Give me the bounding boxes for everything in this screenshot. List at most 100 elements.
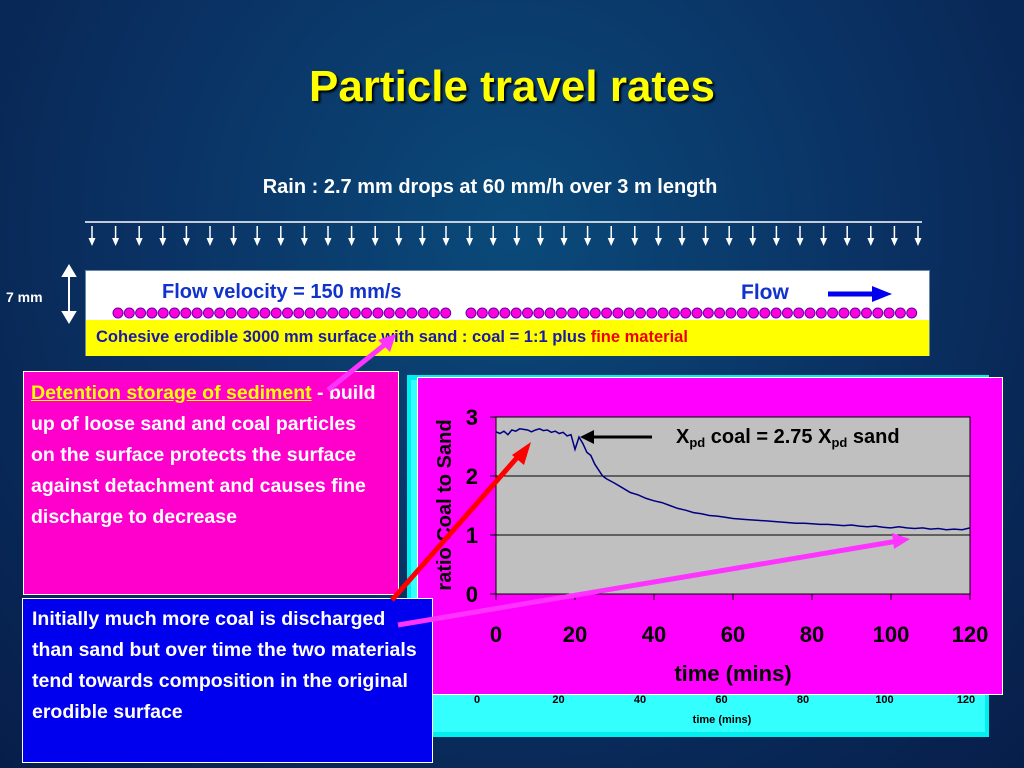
particle-icon	[270, 307, 282, 319]
background-x-tick-label: 0	[474, 694, 480, 706]
y-tick-label: 2	[466, 464, 478, 489]
rain-drop-arrow-icon	[796, 226, 804, 246]
particle-icon	[465, 307, 477, 319]
particle-icon	[112, 307, 124, 319]
particle-icon	[872, 307, 884, 319]
particle-icon	[601, 307, 613, 319]
flow-velocity-label: Flow velocity = 150 mm/s	[162, 281, 402, 303]
slide-title: Particle travel rates	[308, 62, 716, 111]
y-tick-label: 1	[466, 523, 478, 548]
rain-drop-arrow-icon	[324, 226, 332, 246]
particle-icon	[612, 307, 624, 319]
detention-body: - build up of loose sand and coal partic…	[31, 382, 376, 528]
detention-storage-box	[23, 371, 399, 595]
x-tick-label: 20	[563, 622, 587, 647]
flow-label: Flow	[741, 281, 789, 304]
particle-icon	[635, 307, 646, 319]
particle-icon	[214, 307, 226, 319]
particle-icon	[361, 307, 373, 319]
rain-drop-arrow-icon	[466, 226, 474, 246]
x-axis-label: time (mins)	[674, 661, 791, 686]
rain-drop-arrow-icon	[371, 226, 379, 246]
particle-icon	[225, 307, 237, 319]
particle-icon	[180, 307, 192, 319]
particle-icon	[383, 307, 395, 319]
series-line	[495, 428, 971, 531]
red-arrow-icon	[390, 442, 531, 602]
rain-drop-arrow-icon	[159, 226, 167, 246]
background-x-tick-label: 60	[715, 694, 727, 706]
rain-drop-arrow-icon	[277, 226, 285, 246]
rain-drop-arrow-icon	[230, 226, 238, 246]
particle-icon	[440, 307, 452, 319]
particle-icon	[906, 307, 918, 319]
rain-drop-arrow-icon	[820, 226, 828, 246]
particle-icon	[680, 307, 692, 319]
surface-text: Cohesive erodible 3000 mm surface with s…	[96, 328, 591, 346]
composition-note-text: Initially much more coal is discharged t…	[32, 608, 417, 723]
particle-icon	[759, 307, 771, 319]
flow-arrow-icon	[828, 286, 892, 302]
particle-icon	[894, 307, 906, 319]
particle-icon	[236, 307, 248, 319]
rain-drop-arrow-icon	[135, 226, 143, 246]
plot-area	[495, 416, 971, 595]
rain-drop-arrow-icon	[182, 226, 190, 246]
x-tick-label: 0	[490, 622, 502, 647]
rain-drop-arrow-icon	[749, 226, 757, 246]
particle-icon	[293, 307, 305, 319]
y-tick-label: 0	[466, 582, 478, 607]
x-tick-label: 100	[873, 622, 910, 647]
particle-icon	[691, 307, 703, 319]
depth-label: 7 mm	[6, 289, 43, 305]
rain-drop-arrow-icon	[772, 226, 780, 246]
rain-drop-arrow-icon	[678, 226, 686, 246]
particle-icon	[282, 307, 293, 319]
particle-icon	[804, 307, 816, 319]
particle-icon	[248, 307, 260, 319]
particle-icon	[567, 307, 579, 319]
surface-label: Cohesive erodible 3000 mm surface with s…	[96, 328, 688, 347]
particle-icon	[372, 307, 384, 319]
x-tick-label: 120	[952, 622, 989, 647]
particle-icon	[736, 307, 748, 319]
rain-drop-arrow-icon	[890, 226, 898, 246]
rain-drop-arrow-icon	[631, 226, 639, 246]
particle-icon	[770, 307, 782, 319]
particle-icon	[123, 307, 135, 319]
erodible-surface	[86, 320, 929, 356]
rain-drop-arrow-icon	[88, 226, 96, 246]
background-x-axis-label: time (mins)	[693, 714, 752, 726]
particle-icon	[623, 307, 635, 319]
particle-icon	[748, 307, 759, 319]
particle-icon	[146, 307, 158, 319]
depth-bracket-icon	[61, 264, 77, 324]
particle-icon	[668, 307, 680, 319]
particle-icon	[406, 307, 418, 319]
rain-drop-arrow-icon	[843, 226, 851, 246]
sediment-particles	[112, 307, 918, 319]
rain-drop-arrow-icon	[867, 226, 875, 246]
particle-icon	[578, 307, 590, 319]
magenta-arrow-to-surface-icon	[326, 334, 396, 392]
particle-icon	[522, 307, 533, 319]
rain-drop-arrow-icon	[489, 226, 497, 246]
background-x-tick-label: 80	[797, 694, 809, 706]
rain-drop-arrow-icon	[513, 226, 521, 246]
particle-icon	[725, 307, 737, 319]
rain-drop-arrow-icon	[702, 226, 710, 246]
detention-storage-text: Detention storage of sediment - build up…	[31, 378, 383, 533]
rain-drop-arrow-icon	[560, 226, 568, 246]
particle-icon	[861, 307, 872, 319]
particle-icon	[191, 307, 203, 319]
particle-icon	[849, 307, 861, 319]
fine-material-label: fine material	[590, 328, 688, 346]
particle-icon	[793, 307, 805, 319]
rain-drop-arrow-icon	[442, 226, 450, 246]
particle-icon	[555, 307, 567, 319]
x-tick-label: 40	[642, 622, 666, 647]
detention-heading: Detention storage of sediment	[31, 382, 312, 404]
rain-drop-arrow-icon	[607, 226, 615, 246]
